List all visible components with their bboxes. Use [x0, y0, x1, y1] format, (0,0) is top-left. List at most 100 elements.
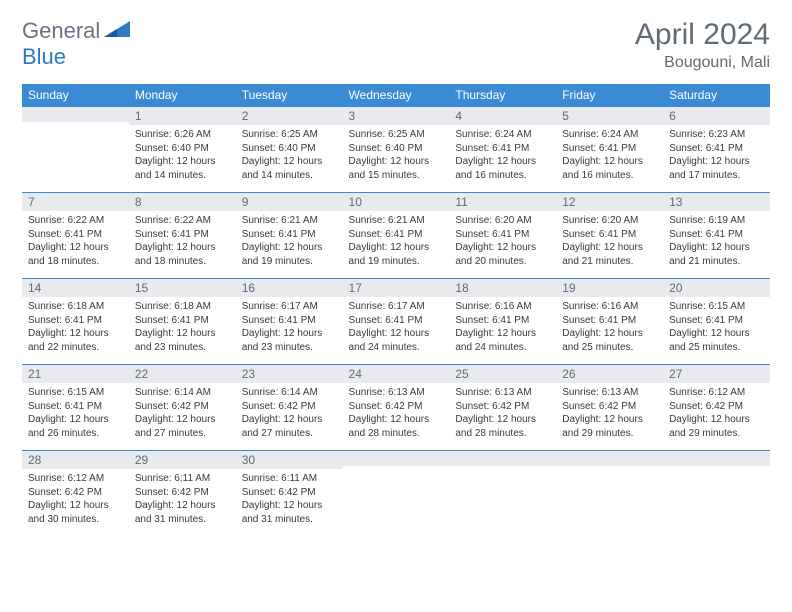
calendar-day-cell: 5Sunrise: 6:24 AMSunset: 6:41 PMDaylight…	[556, 106, 663, 192]
day-number: 2	[236, 106, 343, 125]
day-content: Sunrise: 6:24 AMSunset: 6:41 PMDaylight:…	[556, 125, 663, 186]
calendar-day-cell: 19Sunrise: 6:16 AMSunset: 6:41 PMDayligh…	[556, 278, 663, 364]
day-content: Sunrise: 6:16 AMSunset: 6:41 PMDaylight:…	[449, 297, 556, 358]
calendar-day-cell: 1Sunrise: 6:26 AMSunset: 6:40 PMDaylight…	[129, 106, 236, 192]
day-content: Sunrise: 6:16 AMSunset: 6:41 PMDaylight:…	[556, 297, 663, 358]
weekday-tuesday: Tuesday	[236, 84, 343, 106]
day-content: Sunrise: 6:21 AMSunset: 6:41 PMDaylight:…	[236, 211, 343, 272]
day-number: 14	[22, 278, 129, 297]
day-number: 6	[663, 106, 770, 125]
day-number: 26	[556, 364, 663, 383]
calendar-day-cell: 27Sunrise: 6:12 AMSunset: 6:42 PMDayligh…	[663, 364, 770, 450]
location-label: Bougouni, Mali	[635, 54, 770, 72]
weekday-monday: Monday	[129, 84, 236, 106]
day-content: Sunrise: 6:20 AMSunset: 6:41 PMDaylight:…	[449, 211, 556, 272]
day-number: 7	[22, 192, 129, 211]
calendar-week-row: 21Sunrise: 6:15 AMSunset: 6:41 PMDayligh…	[22, 364, 770, 450]
day-number: 8	[129, 192, 236, 211]
day-number: 19	[556, 278, 663, 297]
calendar-day-cell: 11Sunrise: 6:20 AMSunset: 6:41 PMDayligh…	[449, 192, 556, 278]
day-content: Sunrise: 6:26 AMSunset: 6:40 PMDaylight:…	[129, 125, 236, 186]
calendar-day-cell	[22, 106, 129, 192]
day-content: Sunrise: 6:19 AMSunset: 6:41 PMDaylight:…	[663, 211, 770, 272]
day-number	[663, 450, 770, 466]
calendar-day-cell: 20Sunrise: 6:15 AMSunset: 6:41 PMDayligh…	[663, 278, 770, 364]
brand-text-2: Blue	[22, 44, 66, 69]
day-content: Sunrise: 6:13 AMSunset: 6:42 PMDaylight:…	[343, 383, 450, 444]
day-number: 12	[556, 192, 663, 211]
header: General April 2024 Bougouni, Mali	[22, 18, 770, 72]
day-content: Sunrise: 6:18 AMSunset: 6:41 PMDaylight:…	[22, 297, 129, 358]
weekday-header-row: Sunday Monday Tuesday Wednesday Thursday…	[22, 84, 770, 106]
calendar-day-cell: 9Sunrise: 6:21 AMSunset: 6:41 PMDaylight…	[236, 192, 343, 278]
day-content: Sunrise: 6:24 AMSunset: 6:41 PMDaylight:…	[449, 125, 556, 186]
calendar-day-cell: 3Sunrise: 6:25 AMSunset: 6:40 PMDaylight…	[343, 106, 450, 192]
day-number: 13	[663, 192, 770, 211]
brand-triangle-icon	[104, 21, 130, 42]
calendar-day-cell: 21Sunrise: 6:15 AMSunset: 6:41 PMDayligh…	[22, 364, 129, 450]
weekday-sunday: Sunday	[22, 84, 129, 106]
calendar-day-cell: 17Sunrise: 6:17 AMSunset: 6:41 PMDayligh…	[343, 278, 450, 364]
calendar-day-cell: 13Sunrise: 6:19 AMSunset: 6:41 PMDayligh…	[663, 192, 770, 278]
day-number: 30	[236, 450, 343, 469]
day-number: 21	[22, 364, 129, 383]
calendar-body: 1Sunrise: 6:26 AMSunset: 6:40 PMDaylight…	[22, 106, 770, 536]
day-content: Sunrise: 6:25 AMSunset: 6:40 PMDaylight:…	[236, 125, 343, 186]
day-number: 1	[129, 106, 236, 125]
calendar-page: General April 2024 Bougouni, Mali Blue S…	[0, 0, 792, 554]
day-content: Sunrise: 6:14 AMSunset: 6:42 PMDaylight:…	[236, 383, 343, 444]
day-content: Sunrise: 6:13 AMSunset: 6:42 PMDaylight:…	[449, 383, 556, 444]
calendar-day-cell: 25Sunrise: 6:13 AMSunset: 6:42 PMDayligh…	[449, 364, 556, 450]
weekday-thursday: Thursday	[449, 84, 556, 106]
calendar-day-cell: 6Sunrise: 6:23 AMSunset: 6:41 PMDaylight…	[663, 106, 770, 192]
month-title: April 2024	[635, 18, 770, 52]
day-content: Sunrise: 6:12 AMSunset: 6:42 PMDaylight:…	[663, 383, 770, 444]
calendar-day-cell: 30Sunrise: 6:11 AMSunset: 6:42 PMDayligh…	[236, 450, 343, 536]
day-number: 17	[343, 278, 450, 297]
calendar-day-cell	[343, 450, 450, 536]
day-number: 28	[22, 450, 129, 469]
calendar-week-row: 7Sunrise: 6:22 AMSunset: 6:41 PMDaylight…	[22, 192, 770, 278]
day-number: 29	[129, 450, 236, 469]
day-number: 18	[449, 278, 556, 297]
calendar-day-cell: 22Sunrise: 6:14 AMSunset: 6:42 PMDayligh…	[129, 364, 236, 450]
day-content: Sunrise: 6:15 AMSunset: 6:41 PMDaylight:…	[22, 383, 129, 444]
calendar-day-cell: 14Sunrise: 6:18 AMSunset: 6:41 PMDayligh…	[22, 278, 129, 364]
day-content: Sunrise: 6:11 AMSunset: 6:42 PMDaylight:…	[129, 469, 236, 530]
day-content: Sunrise: 6:17 AMSunset: 6:41 PMDaylight:…	[343, 297, 450, 358]
brand-text-1: General	[22, 18, 100, 44]
day-number: 25	[449, 364, 556, 383]
day-content: Sunrise: 6:17 AMSunset: 6:41 PMDaylight:…	[236, 297, 343, 358]
calendar-day-cell: 10Sunrise: 6:21 AMSunset: 6:41 PMDayligh…	[343, 192, 450, 278]
weekday-friday: Friday	[556, 84, 663, 106]
day-content: Sunrise: 6:22 AMSunset: 6:41 PMDaylight:…	[22, 211, 129, 272]
day-content: Sunrise: 6:18 AMSunset: 6:41 PMDaylight:…	[129, 297, 236, 358]
calendar-day-cell: 18Sunrise: 6:16 AMSunset: 6:41 PMDayligh…	[449, 278, 556, 364]
calendar-week-row: 14Sunrise: 6:18 AMSunset: 6:41 PMDayligh…	[22, 278, 770, 364]
calendar-day-cell	[663, 450, 770, 536]
day-content: Sunrise: 6:14 AMSunset: 6:42 PMDaylight:…	[129, 383, 236, 444]
day-number: 15	[129, 278, 236, 297]
calendar-day-cell: 28Sunrise: 6:12 AMSunset: 6:42 PMDayligh…	[22, 450, 129, 536]
day-number: 5	[556, 106, 663, 125]
day-number: 9	[236, 192, 343, 211]
day-number	[22, 106, 129, 122]
day-number	[449, 450, 556, 466]
calendar-day-cell: 8Sunrise: 6:22 AMSunset: 6:41 PMDaylight…	[129, 192, 236, 278]
day-number: 20	[663, 278, 770, 297]
calendar-week-row: 1Sunrise: 6:26 AMSunset: 6:40 PMDaylight…	[22, 106, 770, 192]
day-number: 27	[663, 364, 770, 383]
calendar-day-cell: 7Sunrise: 6:22 AMSunset: 6:41 PMDaylight…	[22, 192, 129, 278]
weekday-wednesday: Wednesday	[343, 84, 450, 106]
calendar-day-cell: 2Sunrise: 6:25 AMSunset: 6:40 PMDaylight…	[236, 106, 343, 192]
day-content: Sunrise: 6:25 AMSunset: 6:40 PMDaylight:…	[343, 125, 450, 186]
title-block: April 2024 Bougouni, Mali	[635, 18, 770, 72]
day-content: Sunrise: 6:22 AMSunset: 6:41 PMDaylight:…	[129, 211, 236, 272]
day-number: 11	[449, 192, 556, 211]
day-content: Sunrise: 6:21 AMSunset: 6:41 PMDaylight:…	[343, 211, 450, 272]
calendar-day-cell: 16Sunrise: 6:17 AMSunset: 6:41 PMDayligh…	[236, 278, 343, 364]
day-number	[343, 450, 450, 466]
calendar-day-cell: 26Sunrise: 6:13 AMSunset: 6:42 PMDayligh…	[556, 364, 663, 450]
day-number: 23	[236, 364, 343, 383]
day-content: Sunrise: 6:13 AMSunset: 6:42 PMDaylight:…	[556, 383, 663, 444]
